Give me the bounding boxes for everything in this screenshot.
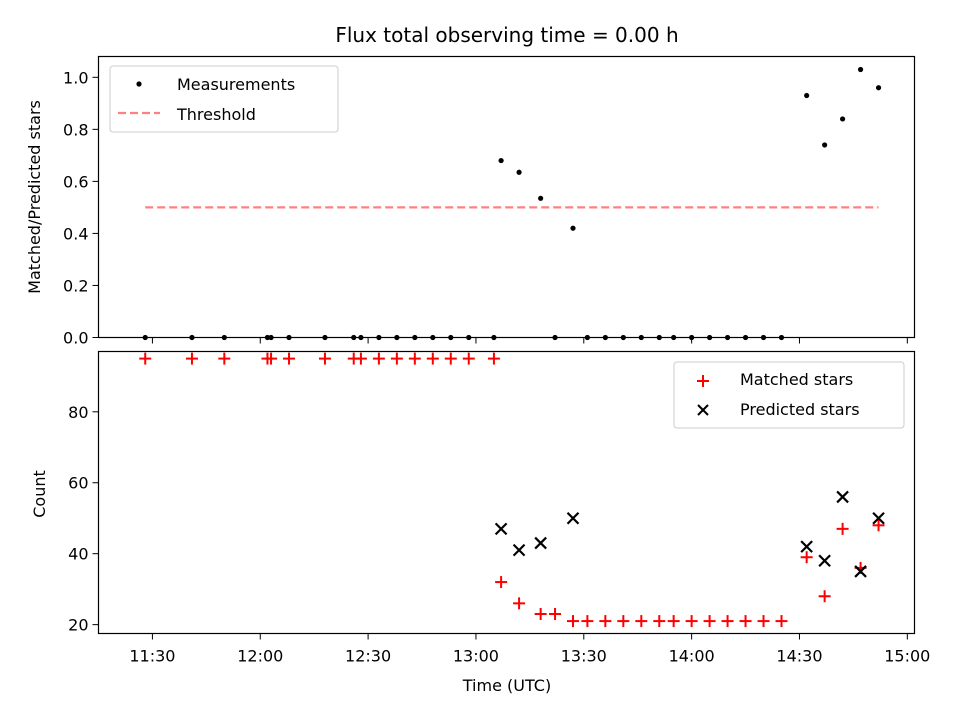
matched-star-point <box>775 615 788 628</box>
predicted-star-point <box>818 554 831 568</box>
matched-star-point <box>721 615 734 628</box>
top-y-tick-label: 0.4 <box>63 224 88 243</box>
measurements-series <box>142 66 882 341</box>
matched-star-point <box>800 551 813 564</box>
legend-threshold-label: Threshold <box>176 105 256 124</box>
bottom-legend: Matched stars Predicted stars <box>673 361 905 429</box>
matched-star-point <box>283 352 296 365</box>
bottom-y-ticks: 20 40 60 80 <box>68 403 99 635</box>
matched-star-point <box>757 615 770 628</box>
matched-star-point <box>653 615 666 628</box>
bottom-x-tick-label: 13:30 <box>561 647 607 666</box>
matched-star-point <box>462 352 475 365</box>
bottom-x-tick-label: 12:30 <box>345 647 391 666</box>
top-legend-box <box>109 65 339 133</box>
bottom-legend-box <box>673 361 905 429</box>
matched-star-point <box>487 352 500 365</box>
top-y-tick-label: 0.0 <box>63 329 88 348</box>
matched-star-point <box>390 352 403 365</box>
predicted-star-point <box>800 540 813 553</box>
matched-star-point <box>408 352 421 365</box>
matched-star-point <box>513 597 526 610</box>
predicted-star-point <box>512 543 526 557</box>
measurement-point <box>538 195 544 201</box>
measurement-point <box>516 169 522 175</box>
bottom-x-tick-label: 11:30 <box>129 647 175 666</box>
matched-star-point <box>185 352 198 365</box>
top-legend: Measurements Threshold <box>109 65 339 133</box>
bottom-x-tick-label: 15:00 <box>884 647 930 666</box>
legend-matched-marker <box>697 375 709 387</box>
matched-star-point <box>667 615 680 628</box>
matched-star-point <box>872 519 885 532</box>
bottom-plot-frame <box>97 350 916 635</box>
bottom-x-ticks: 11:30 12:00 12:30 13:00 13:30 14:00 14:30 15:00 <box>129 633 930 666</box>
predicted-star-point <box>836 490 849 504</box>
predicted-star-point <box>854 565 867 578</box>
matched-star-point <box>635 615 648 628</box>
matched-star-point <box>426 352 439 365</box>
x-axis-label: Time (UTC) <box>462 676 551 695</box>
top-y-tick-label: 0.6 <box>63 172 88 191</box>
matched-star-point <box>495 576 508 589</box>
measurement-point <box>804 92 810 99</box>
matched-star-point <box>617 615 630 628</box>
bottom-x-tick-label: 12:00 <box>237 647 283 666</box>
bottom-y-axis-label: Count <box>30 470 49 518</box>
matched-star-point <box>567 615 580 628</box>
predicted-star-point <box>872 511 885 525</box>
top-y-tick-label: 0.8 <box>63 120 88 139</box>
legend-measurements-label: Measurements <box>177 75 295 94</box>
matched-star-point <box>836 522 849 535</box>
matched-star-point <box>218 352 231 365</box>
legend-predicted-label: Predicted stars <box>740 400 860 419</box>
matched-star-point <box>265 352 278 365</box>
top-y-axis-label: Matched/Predicted stars <box>25 100 44 294</box>
matched-star-point <box>534 607 547 620</box>
matched-star-point <box>599 615 612 628</box>
measurement-point <box>840 116 846 122</box>
bottom-x-tick-label: 13:00 <box>453 647 499 666</box>
matched-star-point <box>444 352 457 365</box>
predicted-stars-series <box>494 490 885 578</box>
bottom-y-tick-label: 40 <box>68 545 88 564</box>
matched-stars-series <box>139 352 885 628</box>
matched-star-point <box>739 615 752 628</box>
top-y-tick-label: 0.2 <box>63 276 88 295</box>
matched-star-point <box>318 352 331 365</box>
matched-star-point <box>549 607 562 620</box>
bottom-y-tick-label: 60 <box>68 474 88 493</box>
matched-star-point <box>581 615 594 628</box>
predicted-star-point <box>566 511 580 525</box>
bottom-x-tick-label: 14:00 <box>669 647 715 666</box>
predicted-star-point <box>494 522 508 536</box>
matched-star-point <box>685 615 698 628</box>
matched-star-point <box>139 352 152 365</box>
matched-star-point <box>372 352 385 365</box>
bottom-x-tick-label: 14:30 <box>776 647 822 666</box>
legend-measurements-marker <box>136 81 142 87</box>
measurement-point <box>822 142 828 148</box>
matched-star-point <box>818 590 831 603</box>
top-panel: 0.0 0.2 0.4 0.6 0.8 1.0 Matched/Predicted sta… <box>25 55 916 348</box>
bottom-y-tick-label: 80 <box>68 403 88 422</box>
top-plot-frame <box>97 55 916 339</box>
measurement-point <box>570 225 576 231</box>
chart-title: Flux total observing time = 0.00 h <box>335 23 678 47</box>
top-y-ticks: 0.0 0.2 0.4 0.6 0.8 1.0 <box>63 68 99 348</box>
top-y-tick-label: 1.0 <box>63 68 88 87</box>
matched-star-point <box>703 615 716 628</box>
measurement-point <box>498 157 504 164</box>
matched-star-point <box>354 352 367 365</box>
measurement-point <box>857 66 864 73</box>
legend-matched-label: Matched stars <box>740 370 853 389</box>
bottom-y-tick-label: 20 <box>68 616 88 635</box>
legend-predicted-marker <box>697 404 709 416</box>
measurement-point <box>875 85 882 91</box>
predicted-star-point <box>534 536 547 550</box>
